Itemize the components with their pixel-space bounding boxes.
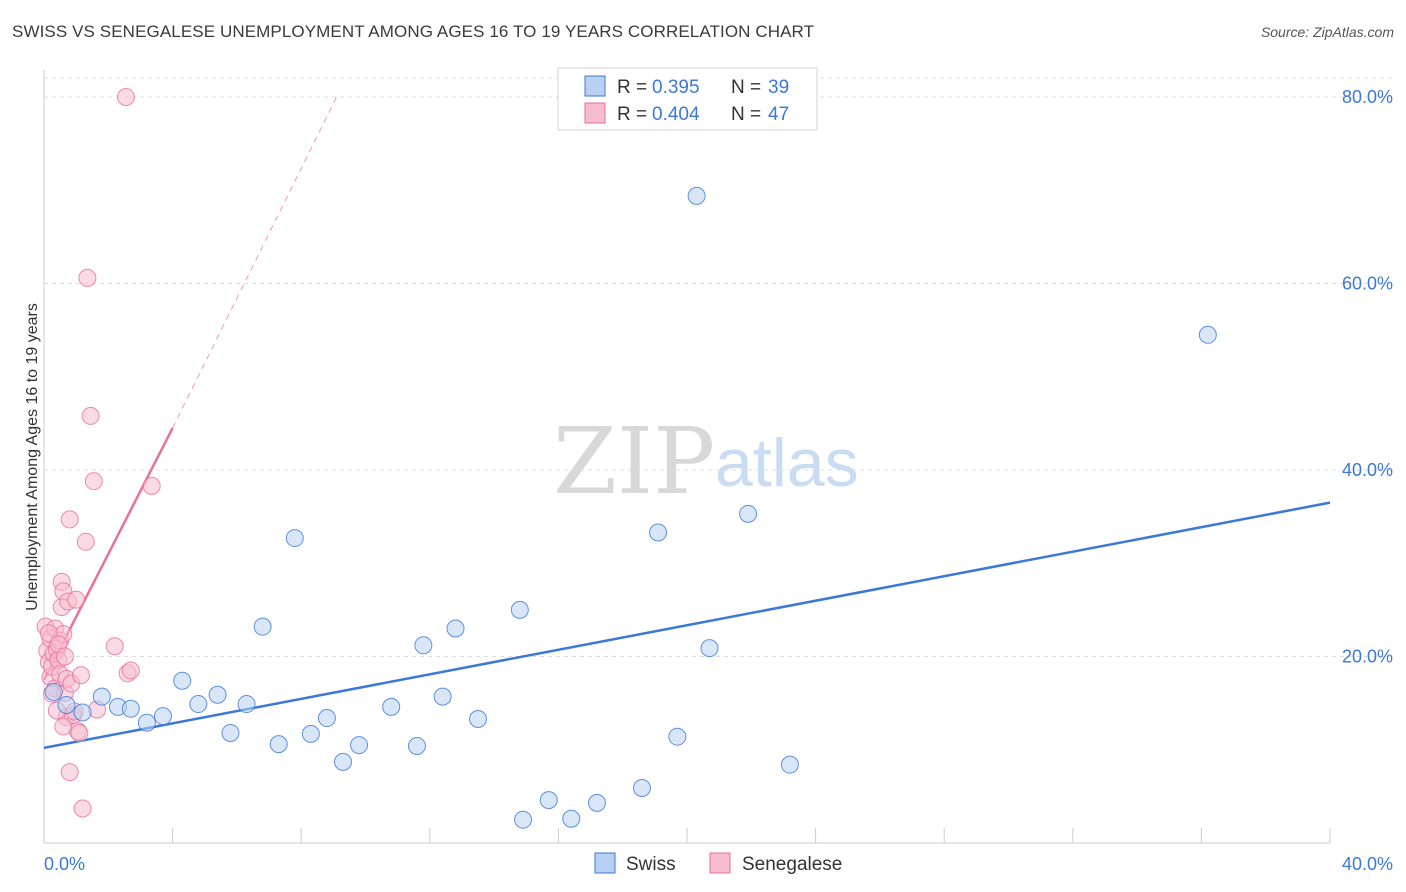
senegalese-point (54, 717, 73, 736)
swiss-point (510, 600, 529, 619)
swiss-point (382, 697, 401, 716)
swiss-point (73, 703, 92, 722)
senegalese-point (70, 723, 89, 742)
legend-senegalese-n-value: 47 (768, 104, 789, 125)
senegalese-point (116, 88, 135, 106)
y-axis-label: Unemployment Among Ages 16 to 19 years (24, 303, 41, 611)
swiss-point (269, 735, 288, 754)
senegalese-point (60, 763, 79, 782)
swiss-point (350, 736, 369, 755)
swiss-point (317, 709, 336, 728)
swiss-point (221, 723, 240, 742)
series-legend: Swiss Senegalese (594, 852, 842, 875)
y-axis-tick-labels: 20.0% 40.0% 60.0% 80.0% (1342, 87, 1393, 667)
bottom-legend-senegalese: Senegalese (742, 854, 842, 875)
swiss-point (562, 809, 581, 828)
swiss-point (92, 687, 111, 706)
senegalese-point (81, 406, 100, 425)
y-tick-label: 40.0% (1342, 460, 1393, 480)
swiss-point (587, 793, 606, 812)
swiss-point (121, 699, 140, 718)
swiss-point (137, 713, 156, 732)
legend-senegalese-r-label: R = (617, 104, 647, 125)
swiss-point (44, 682, 63, 701)
senegalese-point (105, 637, 124, 656)
legend-swiss-r-label: R = (617, 77, 647, 98)
x-tick-label-max: 40.0% (1342, 854, 1393, 874)
x-axis-ticks (172, 828, 1331, 843)
senegalese-point (71, 666, 90, 685)
legend-swatch-swiss (584, 75, 606, 97)
swiss-point (649, 523, 668, 542)
senegalese-point (78, 268, 97, 287)
senegalese-point (142, 476, 161, 495)
y-tick-label: 60.0% (1342, 274, 1393, 294)
swiss-point (668, 727, 687, 746)
swiss-point (189, 695, 208, 714)
watermark-atlas: atlas (715, 425, 859, 501)
x-tick-label-min: 0.0% (44, 854, 85, 874)
swiss-point (414, 636, 433, 655)
swiss-point (1198, 325, 1217, 344)
y-tick-label: 20.0% (1342, 647, 1393, 667)
swiss-point (687, 186, 706, 205)
swiss-point (739, 504, 758, 523)
swiss-point (208, 685, 227, 704)
bottom-legend-swatch-swiss (594, 852, 616, 874)
legend-swiss-r-value: 0.395 (652, 77, 700, 98)
swiss-point (253, 617, 272, 636)
senegalese-point (73, 799, 92, 818)
swiss-point (446, 619, 465, 638)
senegalese-point (76, 532, 95, 551)
senegalese-point (60, 510, 79, 529)
grid-lines (44, 77, 1393, 657)
bottom-legend-swatch-senegalese (709, 852, 731, 874)
swiss-point (285, 529, 304, 548)
swiss-point (539, 791, 558, 810)
swiss-point (469, 709, 488, 728)
swiss-point (57, 695, 76, 714)
swiss-points (44, 186, 1217, 829)
swiss-point (173, 671, 192, 690)
legend-senegalese-n-label: N = (731, 104, 761, 125)
swiss-point (333, 752, 352, 771)
swiss-point (700, 639, 719, 658)
chart-title: SWISS VS SENEGALESE UNEMPLOYMENT AMONG A… (12, 22, 815, 41)
swiss-point (632, 778, 651, 797)
legend-senegalese-r-value: 0.404 (652, 104, 700, 125)
swiss-trend-line (43, 501, 1331, 750)
legend-swiss-n-label: N = (731, 77, 761, 98)
senegalese-point (121, 661, 140, 680)
senegalese-point (67, 590, 86, 609)
y-tick-label: 80.0% (1342, 87, 1393, 107)
legend-swiss-n-value: 39 (768, 77, 789, 98)
source-credit: Source: ZipAtlas.com (1260, 24, 1394, 40)
watermark-zip: ZIP (553, 408, 715, 515)
swiss-point (301, 724, 320, 743)
swiss-point (153, 707, 172, 726)
swiss-point (780, 755, 799, 774)
senegalese-points (36, 88, 161, 818)
swiss-point (514, 810, 533, 829)
bottom-legend-swiss: Swiss (626, 854, 676, 875)
correlation-legend: R = 0.395 N = 39 R = 0.404 N = 47 (557, 67, 818, 131)
legend-swatch-senegalese (584, 102, 606, 124)
senegalese-trend-extension (172, 96, 338, 429)
senegalese-point (84, 472, 103, 491)
swiss-point (433, 687, 452, 706)
swiss-point (407, 737, 426, 756)
swiss-point (237, 695, 256, 714)
senegalese-point (55, 647, 74, 666)
